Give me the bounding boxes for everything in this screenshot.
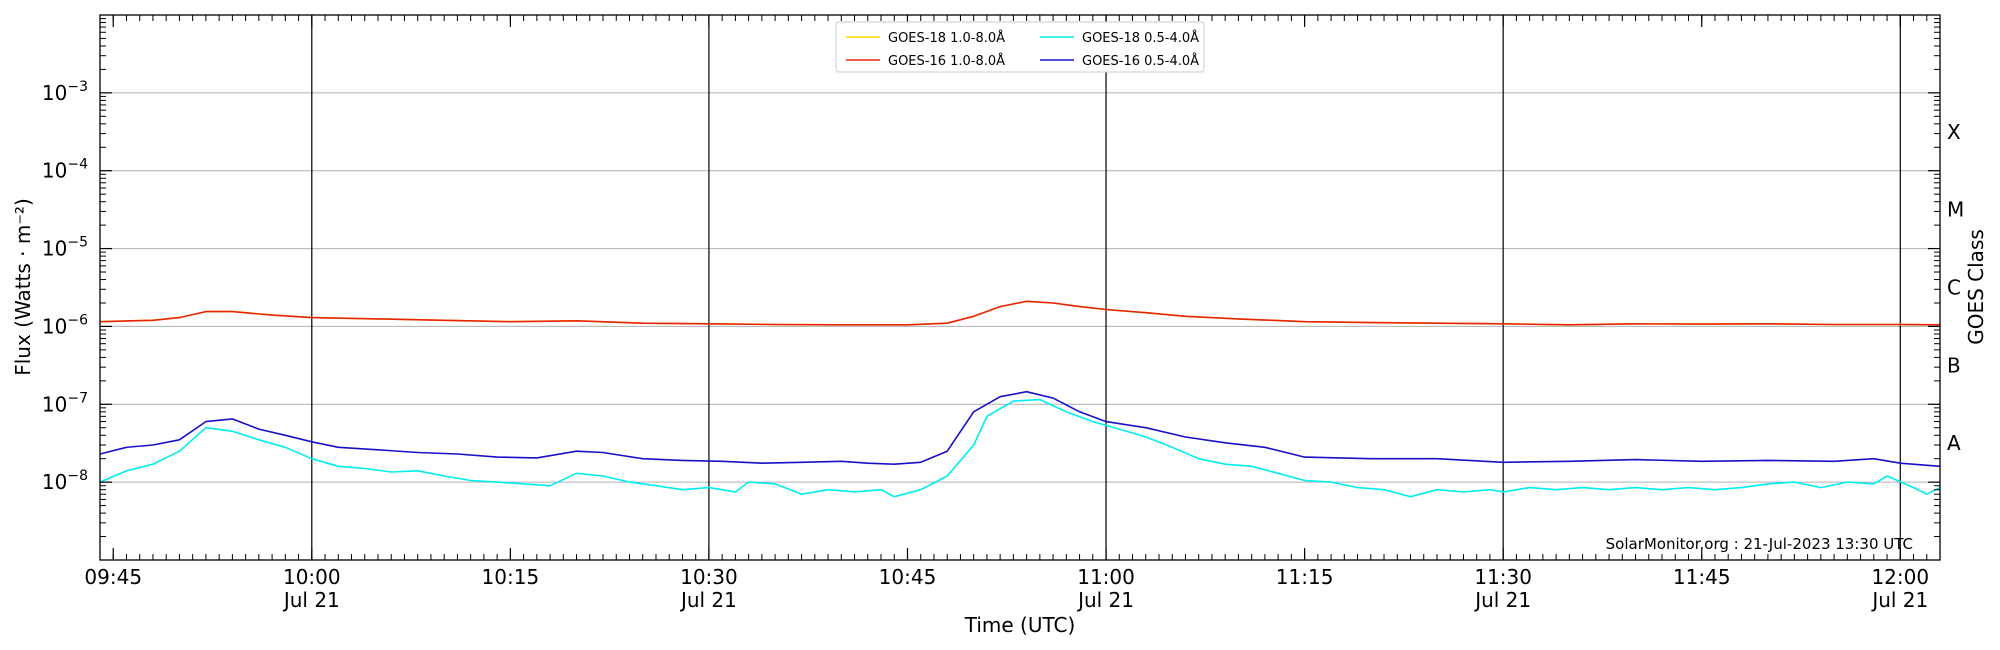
y-tick-base: 10 bbox=[42, 237, 67, 261]
series-line bbox=[99, 300, 1941, 326]
series-line bbox=[99, 398, 1941, 498]
legend-entry-label: GOES-16 0.5-4.0Å bbox=[1082, 53, 1199, 69]
y-tick-label: 10−6 bbox=[42, 312, 88, 338]
y-tick-label: 10−4 bbox=[42, 157, 88, 183]
goes-class-axis: A B C M X bbox=[1947, 120, 1964, 455]
y-tick-label: 10−8 bbox=[42, 468, 88, 494]
series-layer bbox=[99, 300, 1941, 498]
x-tick-label: 09:45 bbox=[84, 565, 142, 589]
x-tick-label: 10:45 bbox=[879, 565, 937, 589]
y-tick-label: 10−7 bbox=[42, 390, 88, 416]
x-tick-label: 11:30 bbox=[1474, 565, 1532, 589]
series-line bbox=[99, 390, 1941, 468]
legend-box bbox=[835, 21, 1205, 73]
x-tick-label: 11:15 bbox=[1276, 565, 1334, 589]
y-tick-exponent: −3 bbox=[67, 79, 88, 95]
legend: GOES-18 1.0-8.0Å GOES-16 1.0-8.0Å GOES-18 … bbox=[835, 21, 1205, 73]
x-axis-title: Time (UTC) bbox=[964, 613, 1076, 637]
y-tick-base: 10 bbox=[42, 392, 67, 416]
right-axis-title: GOES Class bbox=[1964, 229, 1988, 345]
goes-class-label: A bbox=[1947, 431, 1961, 455]
goes-class-label: M bbox=[1947, 198, 1964, 222]
goes-class-label: X bbox=[1947, 120, 1961, 144]
y-tick-base: 10 bbox=[42, 470, 67, 494]
goes-class-label: B bbox=[1947, 353, 1961, 377]
y-tick-exponent: −5 bbox=[67, 235, 88, 251]
legend-entry-label: GOES-18 1.0-8.0Å bbox=[888, 30, 1005, 46]
x-tick-date-label: Jul 21 bbox=[282, 588, 340, 612]
x-tick-date-label: Jul 21 bbox=[679, 588, 737, 612]
x-tick-label: 10:00 bbox=[283, 565, 341, 589]
y-tick-label: 10−3 bbox=[42, 79, 88, 105]
legend-entry-label: GOES-16 1.0-8.0Å bbox=[888, 53, 1005, 69]
x-tick-label: 10:30 bbox=[680, 565, 738, 589]
x-tick-date-label: Jul 21 bbox=[1870, 588, 1928, 612]
y-tick-base: 10 bbox=[42, 314, 67, 338]
x-tick-label: 10:15 bbox=[482, 565, 540, 589]
plot-frame bbox=[99, 14, 1941, 561]
y-axis-title: Flux (Watts · m⁻²) bbox=[11, 198, 35, 376]
y-tick-exponent: −8 bbox=[67, 468, 88, 484]
legend-entry-label: GOES-18 0.5-4.0Å bbox=[1082, 30, 1199, 46]
y-tick-exponent: −4 bbox=[67, 157, 88, 173]
y-tick-exponent: −6 bbox=[67, 312, 88, 328]
grid-layer bbox=[100, 92, 1940, 483]
x-tick-label: 11:00 bbox=[1077, 565, 1135, 589]
y-tick-base: 10 bbox=[42, 81, 67, 105]
x-tick-date-label: Jul 21 bbox=[1076, 588, 1134, 612]
x-tick-label: 11:45 bbox=[1673, 565, 1731, 589]
x-tick-label: 12:00 bbox=[1871, 565, 1929, 589]
goes-class-label: C bbox=[1947, 276, 1961, 300]
y-tick-exponent: −7 bbox=[67, 390, 88, 406]
x-tick-date-label: Jul 21 bbox=[1473, 588, 1531, 612]
y-tick-label: 10−5 bbox=[42, 235, 88, 261]
source-credit: SolarMonitor.org : 21-Jul-2023 13:30 UTC bbox=[1606, 535, 1913, 553]
y-tick-base: 10 bbox=[42, 159, 67, 183]
vertical-marker-lines bbox=[311, 15, 1901, 560]
